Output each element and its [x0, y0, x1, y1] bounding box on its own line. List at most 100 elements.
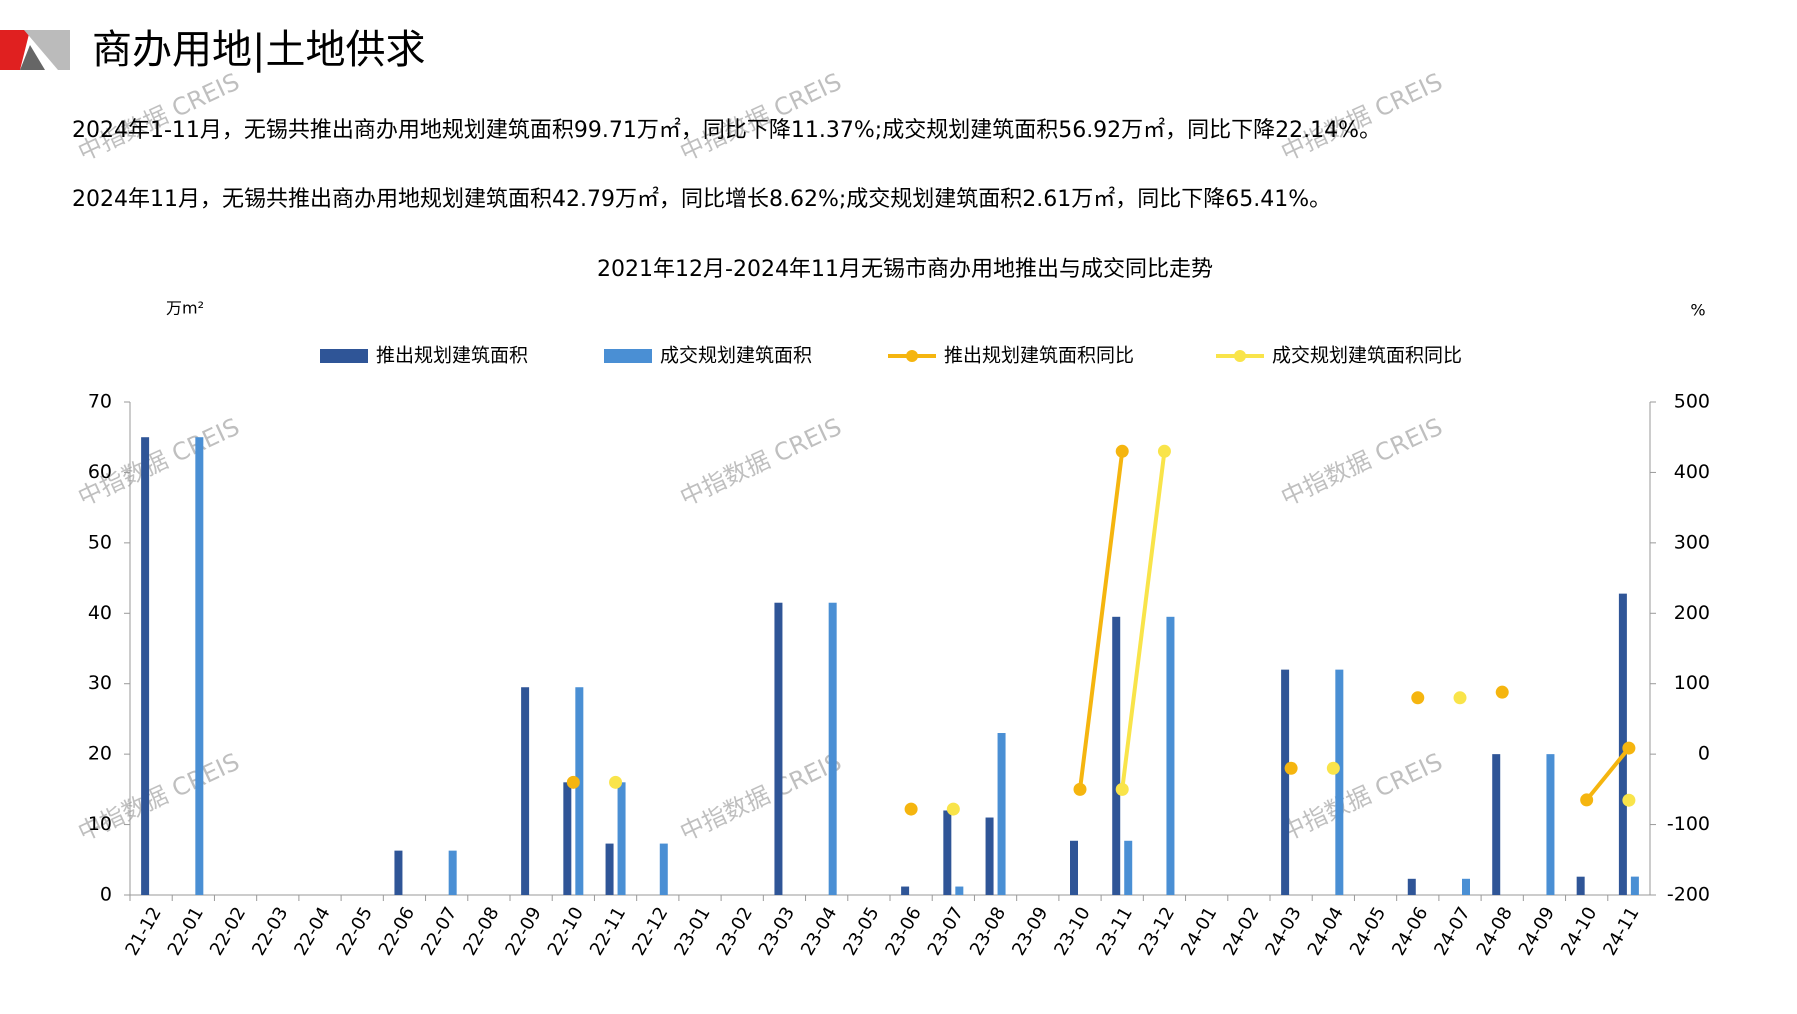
bar: [605, 843, 614, 895]
line: [1120, 451, 1167, 790]
x-tick-label: 23-02: [713, 904, 757, 960]
x-tick-label: 24-07: [1430, 904, 1474, 960]
bar: [394, 850, 403, 895]
x-tick-label: 23-08: [966, 904, 1010, 960]
page-title: 商办用地|土地供求: [92, 27, 425, 73]
x-tick-label: 22-06: [375, 904, 419, 960]
paragraph: 2024年11月，无锡共推出商办用地规划建筑面积42.79万㎡，同比增长8.62…: [72, 186, 1331, 212]
y-tick-label: 60: [88, 461, 112, 483]
line: [1078, 451, 1125, 790]
y-tick-label: 70: [88, 391, 112, 413]
point: [1495, 685, 1509, 699]
logo: [24, 30, 70, 70]
x-tick-label: 23-05: [839, 904, 883, 960]
y2-tick-label: 0: [1698, 743, 1710, 765]
point: [566, 775, 580, 789]
legend-swatch: [320, 349, 368, 363]
y2-tick-label: 200: [1674, 602, 1710, 624]
bar: [1070, 840, 1078, 895]
x-tick-label: 23-12: [1135, 904, 1179, 960]
x-tick-label: 22-12: [628, 904, 672, 960]
x-tick-label: 22-07: [417, 904, 461, 960]
bar: [1166, 616, 1175, 895]
x-tick-label: 24-03: [1261, 904, 1305, 960]
point: [1622, 741, 1636, 755]
legend-label: 成交规划建筑面积同比: [1272, 345, 1462, 367]
point: [1073, 782, 1087, 796]
watermark: 中指数据 CREIS: [676, 413, 846, 512]
y-tick-label: 30: [88, 672, 112, 694]
x-tick-label: 24-04: [1304, 904, 1348, 960]
bar: [659, 843, 668, 895]
y2-tick-label: 400: [1674, 461, 1710, 483]
bar: [997, 733, 1006, 895]
y2-tick-label: -200: [1667, 884, 1710, 906]
point: [1284, 761, 1298, 775]
bar: [195, 437, 204, 895]
x-tick-label: 23-03: [755, 904, 799, 960]
point: [946, 802, 960, 816]
x-tick-label: 22-11: [586, 904, 630, 960]
y-tick-label: 40: [88, 602, 112, 624]
x-tick-label: 24-02: [1219, 904, 1263, 960]
x-tick-label: 24-08: [1473, 904, 1517, 960]
point: [1411, 691, 1425, 705]
line: [1585, 746, 1631, 802]
watermark: 中指数据 CREIS: [676, 748, 846, 847]
bar: [985, 817, 994, 895]
point: [1326, 761, 1340, 775]
x-tick-label: 24-01: [1177, 904, 1221, 960]
bar: [1630, 876, 1639, 895]
x-tick-label: 21-12: [121, 904, 165, 960]
point: [1622, 793, 1636, 807]
x-tick-label: 22-01: [164, 904, 208, 960]
x-tick-label: 23-06: [881, 904, 925, 960]
y-tick-label: 0: [100, 884, 112, 906]
bar: [1546, 754, 1555, 895]
x-tick-label: 22-02: [206, 904, 250, 960]
x-tick-label: 24-05: [1346, 904, 1390, 960]
watermark: 中指数据 CREIS: [1277, 413, 1447, 512]
bar: [1492, 754, 1501, 895]
bar: [617, 782, 626, 895]
x-tick-label: 23-01: [670, 904, 714, 960]
bar: [575, 687, 584, 895]
bar: [901, 886, 910, 895]
x-tick-label: 24-09: [1515, 904, 1559, 960]
x-tick-label: 24-10: [1557, 904, 1601, 960]
y2-tick-label: -100: [1667, 813, 1710, 835]
bar: [1407, 878, 1416, 895]
x-tick-label: 22-08: [459, 904, 503, 960]
point: [1115, 444, 1129, 458]
y2-tick-label: 500: [1674, 391, 1710, 413]
legend-label: 成交规划建筑面积: [660, 345, 812, 367]
bar: [1335, 669, 1344, 895]
point: [904, 802, 918, 816]
bar: [1618, 593, 1627, 895]
x-tick-label: 22-05: [333, 904, 377, 960]
y-tick-label: 20: [88, 743, 112, 765]
y2-unit: %: [1690, 301, 1705, 320]
x-tick-label: 22-10: [544, 904, 588, 960]
point: [1580, 793, 1594, 807]
bar: [774, 602, 783, 895]
y2-tick-label: 300: [1674, 531, 1710, 553]
watermark: 中指数据 CREIS: [1277, 748, 1447, 847]
y-tick-label: 10: [88, 813, 112, 835]
legend-label: 推出规划建筑面积: [376, 345, 528, 367]
bar: [563, 782, 572, 895]
x-tick-label: 22-09: [501, 904, 545, 960]
x-tick-label: 22-03: [248, 904, 292, 960]
y2-tick-label: 100: [1674, 672, 1710, 694]
x-tick-label: 23-09: [1008, 904, 1052, 960]
y-tick-label: 50: [88, 531, 112, 553]
bar: [943, 810, 952, 895]
legend-label: 推出规划建筑面积同比: [944, 345, 1134, 367]
x-tick-label: 22-04: [290, 904, 334, 960]
x-tick-label: 23-07: [924, 904, 968, 960]
bar: [1576, 876, 1585, 895]
bar: [1112, 616, 1121, 895]
x-tick-label: 23-10: [1050, 904, 1094, 960]
point: [1157, 444, 1171, 458]
